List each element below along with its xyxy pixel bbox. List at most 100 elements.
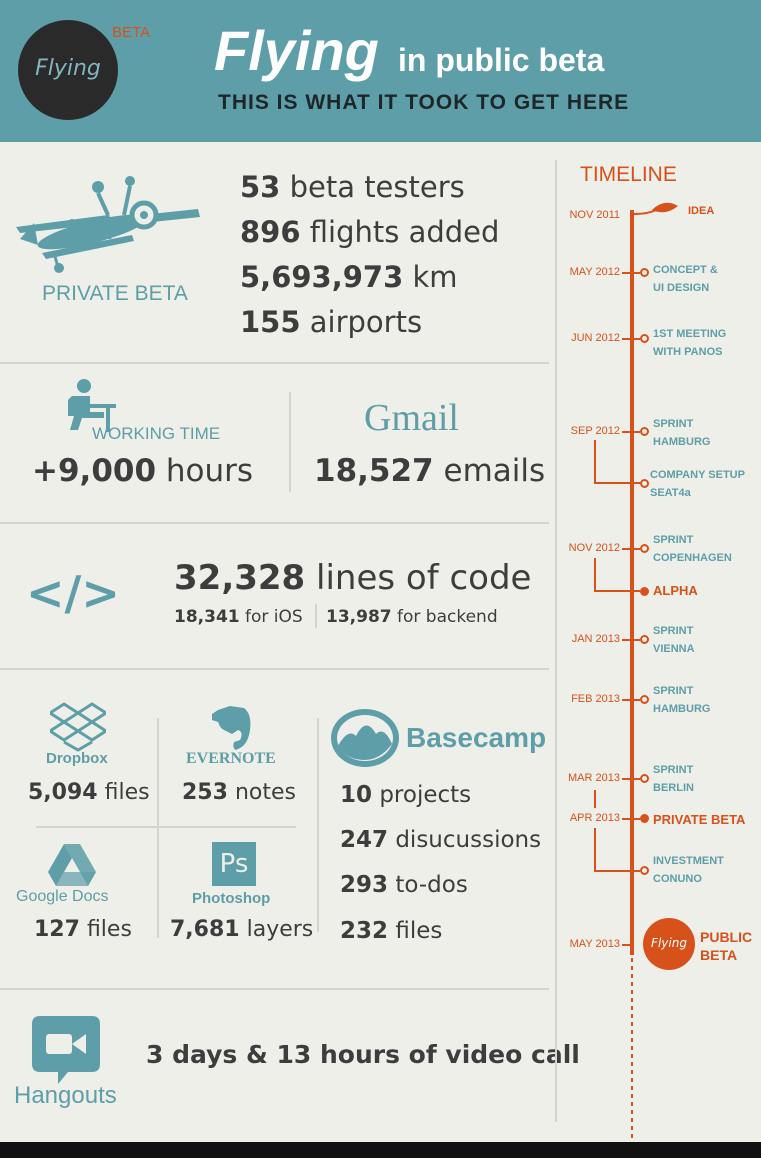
stat-lines-of-code: 32,328 lines of code <box>174 558 532 598</box>
timeline-node-private-beta <box>640 814 649 823</box>
logo-badge <box>18 20 118 120</box>
timeline-tick <box>622 639 632 641</box>
timeline-event-private-beta: PRIVATE BETA <box>653 812 746 827</box>
timeline-event-sprint-hamburg: SPRINT HAMBURG <box>653 418 711 448</box>
stat-flights-added: 896 flights added <box>240 215 500 249</box>
stat-dropbox-files: 5,094 files <box>28 780 150 805</box>
timeline-date: MAY 2012 <box>569 266 620 278</box>
timeline-node <box>640 479 649 488</box>
stat-google-docs-files: 127 files <box>34 917 132 942</box>
public-beta-badge <box>643 918 695 970</box>
bottom-bar <box>0 1142 761 1158</box>
timeline-tick <box>622 699 632 701</box>
timeline-event-sprint-hamburg-2: SPRINT HAMBURG <box>653 685 711 715</box>
timeline-event-sprint-vienna: SPRINT VIENNA <box>653 625 695 655</box>
basecamp-label: Basecamp <box>406 722 547 753</box>
breakdown-divider <box>315 604 317 628</box>
tools-row-divider <box>36 826 296 828</box>
working-person-icon <box>68 379 116 432</box>
timeline-date: FEB 2013 <box>571 693 620 705</box>
timeline-date: NOV 2011 <box>569 209 620 221</box>
timeline-tick <box>634 548 640 550</box>
timeline-event-meeting: 1ST MEETING WITH PANOS <box>653 328 727 358</box>
biplane-icon <box>16 176 200 273</box>
timeline-bracket <box>594 558 640 592</box>
timeline-date: SEP 2012 <box>570 425 620 437</box>
section-divider <box>0 362 549 364</box>
private-beta-label: PRIVATE BETA <box>42 282 188 305</box>
timeline-event-concept: CONCEPT & UI DESIGN <box>653 264 718 294</box>
evernote-label: EVERNOTE <box>186 750 276 767</box>
timeline-tick <box>622 338 632 340</box>
stat-emails: 18,527 emails <box>314 453 546 489</box>
timeline-date: JAN 2013 <box>571 633 620 645</box>
tools-column-divider <box>157 718 159 938</box>
timeline-tick <box>634 699 640 701</box>
evernote-elephant-icon <box>212 706 251 750</box>
timeline-tick <box>634 778 640 780</box>
stat-basecamp-files: 232 files <box>340 918 443 944</box>
gmail-logo: Gmail <box>364 397 459 439</box>
section-divider <box>0 988 549 990</box>
leaf-icon <box>634 202 678 215</box>
logo-text: Flying <box>35 56 101 81</box>
hangouts-label: Hangouts <box>14 1082 117 1109</box>
column-divider <box>289 392 291 492</box>
timeline-bracket <box>594 828 640 872</box>
timeline-tick <box>622 944 632 946</box>
stat-airports: 155 airports <box>240 305 423 339</box>
timeline-tick <box>622 272 632 274</box>
timeline-node <box>640 544 649 553</box>
tools-column-divider <box>317 718 319 932</box>
timeline-tick <box>634 639 640 641</box>
dropbox-icon <box>50 702 106 752</box>
timeline-tick <box>622 431 632 433</box>
stat-evernote-notes: 253 notes <box>182 780 296 805</box>
stat-working-hours: +9,000 hours <box>32 453 254 489</box>
timeline-tick <box>622 548 632 550</box>
stat-video-call: 3 days & 13 hours of video call <box>146 1040 580 1069</box>
timeline-tick <box>634 818 640 820</box>
hangouts-video-icon <box>32 1016 100 1084</box>
timeline-event-sprint-berlin: SPRINT BERLIN <box>653 764 694 794</box>
timeline-connector <box>594 790 596 808</box>
timeline-node-alpha <box>640 587 649 596</box>
timeline-event-investment: INVESTMENT CONUNO <box>653 855 724 885</box>
timeline-date: MAR 2013 <box>568 772 620 784</box>
stat-photoshop-layers: 7,681 layers <box>170 917 314 942</box>
google-docs-label: Google Docs <box>16 888 109 905</box>
page-title: Flying <box>214 19 379 82</box>
timeline-tick <box>634 431 640 433</box>
timeline-node <box>640 268 649 277</box>
timeline-bracket <box>594 440 640 484</box>
timeline-node <box>640 774 649 783</box>
basecamp-icon <box>331 709 399 767</box>
timeline-event-sprint-copenhagen: SPRINT COPENHAGEN <box>653 534 732 564</box>
timeline-node <box>640 695 649 704</box>
timeline-title: TIMELINE <box>580 163 677 186</box>
timeline-date: JUN 2012 <box>571 332 620 344</box>
dropbox-label: Dropbox <box>46 750 108 767</box>
timeline-tick <box>622 818 632 820</box>
page-title-suffix: in public beta <box>398 42 605 78</box>
timeline-node <box>640 334 649 343</box>
timeline-tick <box>634 338 640 340</box>
timeline-date: NOV 2012 <box>568 542 620 554</box>
photoshop-label: Photoshop <box>192 890 271 907</box>
timeline-node <box>640 427 649 436</box>
stat-basecamp-discussions: 247 disucussions <box>340 827 542 853</box>
timeline-event-public-beta: PUBLIC BETA <box>700 929 753 963</box>
stat-km: 5,693,973 km <box>240 260 458 294</box>
working-time-label: WORKING TIME <box>92 424 221 443</box>
code-brackets-icon: </> <box>26 566 120 620</box>
header-banner <box>0 0 761 142</box>
timeline-future-line <box>631 958 633 1140</box>
beta-tag: BETA <box>112 24 151 41</box>
code-ios-breakdown: 18,341 for iOS <box>174 607 303 627</box>
timeline-event-alpha: ALPHA <box>653 583 698 598</box>
timeline-event-company-setup: COMPANY SETUP SEAT4a <box>650 469 745 499</box>
section-divider <box>0 522 549 524</box>
code-backend-breakdown: 13,987 for backend <box>326 607 498 627</box>
stat-basecamp-todos: 293 to-dos <box>340 872 468 898</box>
timeline-event-idea: IDEA <box>688 205 715 217</box>
